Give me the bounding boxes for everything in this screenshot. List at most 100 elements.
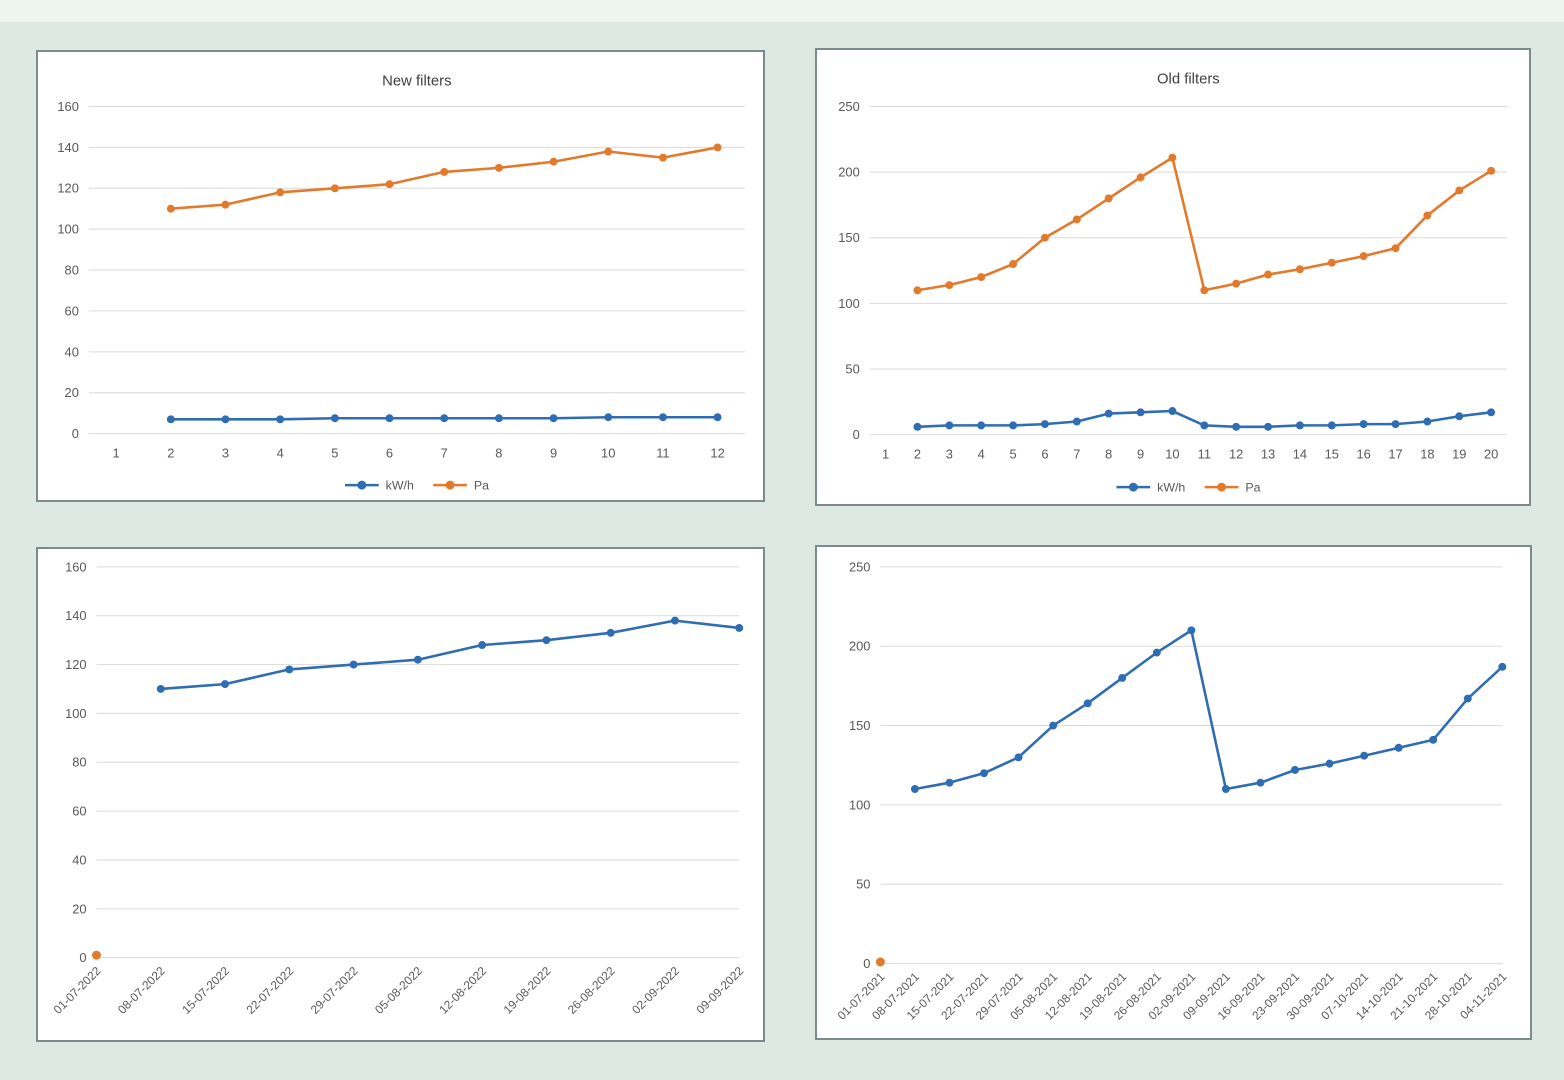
y-axis-tick-label: 200 [849,639,870,654]
chart-title: New filters [382,74,451,90]
series-marker-1 [276,188,285,197]
y-axis-tick-label: 40 [72,852,86,867]
series-marker-0 [945,778,954,787]
series-marker-0 [1049,721,1058,730]
series-marker-0 [1327,421,1336,430]
x-axis-tick-label: 7 [1073,446,1080,461]
series-marker-1 [913,286,922,295]
y-axis-tick-label: 200 [838,165,859,180]
series-marker-0 [349,660,358,669]
series-marker-0 [1391,420,1400,429]
legend-marker-dot [445,480,455,490]
panel-old-filters-weekly: 0 50 100 150 200 250 01-07-2021 08-07-2021 15-07… [815,545,1532,1040]
series-marker-0 [658,413,667,422]
x-axis-tick-label: 16 [1356,446,1370,461]
series-marker-1 [1168,153,1177,162]
series-marker-0 [1187,626,1196,635]
x-axis-tick-label: 1 [113,445,120,460]
series-marker-0 [1429,735,1438,744]
y-axis-tick-label: 20 [65,385,79,400]
series-marker-1 [604,147,613,156]
series-marker-1 [977,273,986,282]
chart-title: Old filters [1157,72,1220,88]
series-marker-0 [549,414,558,423]
series-marker-0 [221,415,230,424]
y-axis-tick-label: 250 [838,99,859,114]
series-marker-0 [1487,408,1496,417]
series-marker-0 [276,415,285,424]
series-marker-1 [1487,166,1496,175]
series-marker-0 [1455,412,1464,421]
series-marker-1 [1423,211,1432,220]
x-axis-tick-label: 2 [167,445,174,460]
series-marker-0 [1295,421,1304,430]
y-axis-tick-label: 40 [65,344,79,359]
y-axis-tick-label: 250 [849,559,870,574]
series-marker-0 [1394,743,1403,752]
series-marker-1 [1455,186,1464,195]
legend-label: kW/h [1157,481,1185,495]
panel-new-filters-weekly: 0 20 40 60 80 100 120 140 160 01-07-2022 08-07-202… [36,547,765,1042]
chart-new-filters-weekly: 0 20 40 60 80 100 120 140 160 01-07-2022 08-07-202… [51,559,747,1017]
y-axis-tick-label: 60 [65,303,79,318]
series-line-0 [913,629,1504,791]
chart-old-filters-weekly: 05010015020025001-07-202108-07-202115-07… [835,559,1510,1022]
series-marker-1 [1359,252,1368,261]
series-marker-0 [166,415,175,424]
series-marker-1 [1009,260,1018,268]
panel-new-filters: New filters 0 20 40 60 80 100 120 140 160 1 2 3 4 5 6 7 8… [36,50,765,502]
y-axis-tick-label: 160 [65,559,86,574]
y-axis-tick-label: 120 [57,181,78,196]
series-line-0 [159,619,741,691]
series-marker-0 [913,422,922,431]
series-marker-0 [1014,753,1023,762]
y-axis-tick-label: 100 [57,222,78,237]
y-axis-tick-label: 150 [849,718,870,733]
legend-label: Pa [1245,481,1260,495]
series-marker-0 [542,636,551,645]
series-marker-0 [1463,694,1472,703]
x-axis-tick-label: 8 [495,445,502,460]
series-marker-0 [285,665,294,674]
x-axis-tick-label: 3 [222,445,229,460]
x-axis-tick-label: 17 [1388,446,1402,461]
x-axis-tick-label: 05-08-2022 [372,964,425,1017]
y-axis-tick-label: 60 [72,804,86,819]
x-axis-tick-label: 14 [1293,446,1307,461]
x-axis-tick-label: 11 [656,445,669,460]
series-marker-0 [1232,422,1241,431]
y-axis-tick-label: 140 [65,608,86,623]
series-marker-0 [1072,417,1081,426]
legend-label: Pa [474,479,489,493]
series-marker-0 [980,769,989,778]
x-axis-tick-label: 5 [1009,446,1016,461]
y-axis-tick-label: 100 [849,797,870,812]
series-marker-0 [1291,766,1299,774]
series-marker-1 [875,957,885,967]
series-marker-1 [1232,279,1241,288]
y-axis-tick-label: 0 [79,950,86,965]
x-axis-tick-label: 4 [277,445,284,460]
series-marker-0 [1423,417,1432,426]
series-marker-0 [413,655,422,664]
x-axis-tick-label: 2 [914,446,921,461]
x-axis-tick-label: 09-09-2022 [693,964,746,1017]
legend-marker-dot [1128,482,1138,492]
series-marker-0 [494,414,503,423]
x-axis-tick-label: 12-08-2022 [436,964,489,1017]
x-axis-tick-label: 15 [1325,446,1339,461]
series-marker-1 [549,157,558,166]
series-marker-1 [1072,215,1081,224]
series-marker-0 [1256,778,1265,787]
series-marker-0 [1221,785,1230,793]
series-marker-1 [1295,265,1304,274]
series-marker-0 [1104,409,1113,418]
legend-marker-dot [357,480,367,490]
series-marker-1 [494,163,503,172]
x-axis-tick-label: 12 [710,445,724,460]
x-axis-tick-label: 11 [1198,446,1211,461]
y-axis-tick-label: 160 [57,99,78,114]
series-marker-1 [92,950,101,960]
legend-marker-dot [1217,482,1227,492]
y-axis-tick-label: 50 [845,361,859,376]
